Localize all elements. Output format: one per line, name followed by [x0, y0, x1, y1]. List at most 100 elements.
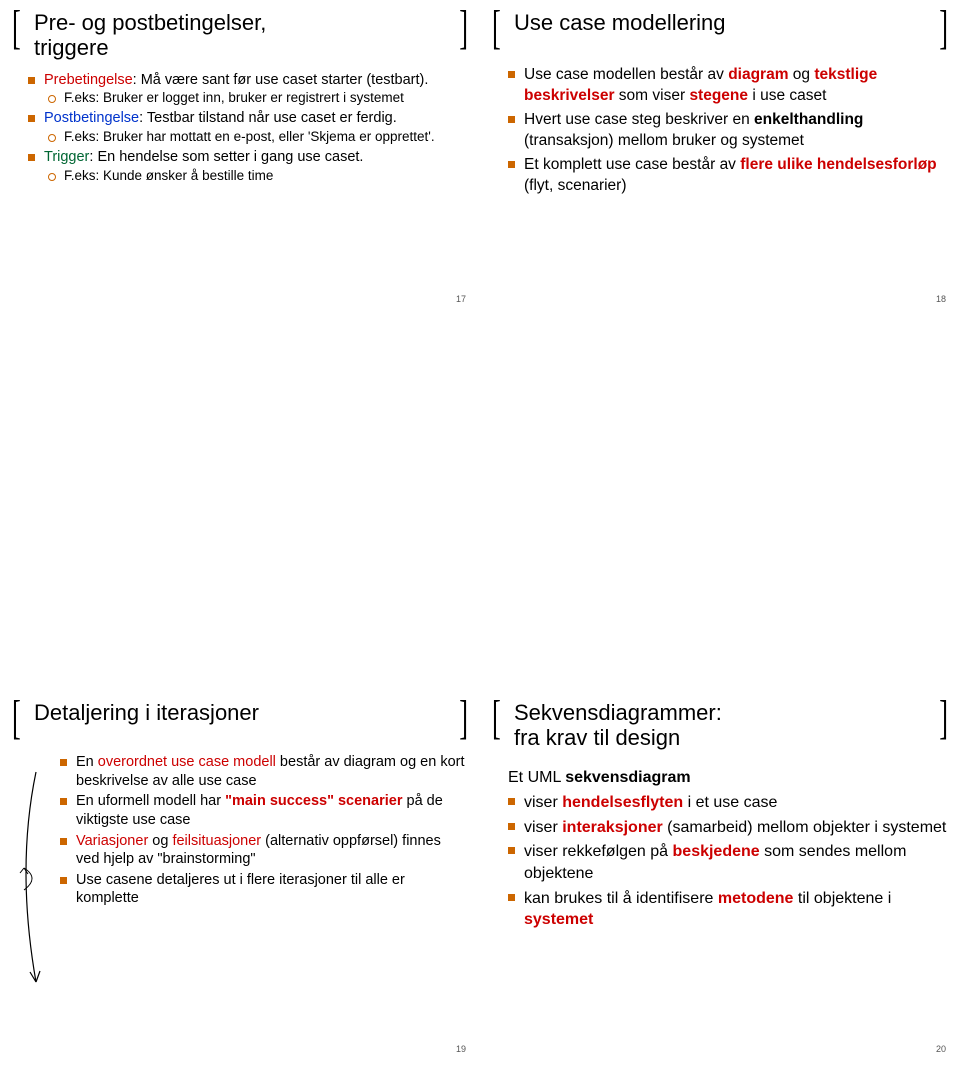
bracket-right: ] [939, 698, 948, 737]
term-prebetingelse: Prebetingelse [44, 72, 133, 88]
slide-title: Pre- og postbetingelser, triggere [34, 8, 446, 61]
title-line1: Sekvensdiagrammer: [514, 700, 722, 725]
page-number: 17 [456, 294, 466, 304]
kw-overordnet: overordnet use case modell [98, 754, 276, 770]
slide-18: [ Use case modellering ] Use case modell… [480, 0, 960, 310]
kw-hendelsesflyten: hendelsesflyten [562, 794, 683, 811]
sub-bullet: F.eks: Bruker har mottatt en e-post, ell… [44, 128, 468, 145]
title-line1: Pre- og postbetingelser, [34, 10, 266, 35]
bullet-list: viser hendelsesflyten i et use case vise… [506, 792, 948, 931]
text: Use case modellen består av [524, 66, 728, 83]
slide-20: [ Sekvensdiagrammer: fra krav til design… [480, 690, 960, 1060]
bullet-item: Hvert use case steg beskriver en enkelth… [506, 110, 948, 151]
text: : Testbar tilstand når use caset er ferd… [139, 110, 397, 126]
title-line2: triggere [34, 35, 109, 60]
slide-title: Use case modellering [514, 8, 926, 35]
text: i use caset [748, 87, 826, 104]
bullet-item: Et komplett use case består av flere uli… [506, 155, 948, 196]
bullet-list: Use case modellen består av diagram og t… [506, 65, 948, 196]
text: F.eks: Kunde ønsker å bestille time [64, 168, 273, 183]
title-wrap: [ Sekvensdiagrammer: fra krav til design… [492, 698, 948, 751]
slide-body: Use case modellen består av diagram og t… [492, 57, 948, 196]
bullet-item: Postbetingelse: Testbar tilstand når use… [26, 109, 468, 145]
bracket-left: [ [492, 698, 501, 737]
bracket-left: [ [12, 8, 21, 47]
text: Hvert use case steg beskriver en [524, 111, 754, 128]
title-line2: fra krav til design [514, 725, 680, 750]
bullet-item: viser interaksjoner (samarbeid) mellom o… [506, 817, 948, 839]
bullet-item: En uformell modell har "main success" sc… [58, 792, 468, 829]
text: (flyt, scenarier) [524, 177, 627, 194]
text: : En hendelse som setter i gang use case… [89, 149, 363, 165]
bullet-item: En overordnet use case modell består av … [58, 753, 468, 790]
bullet-list: Prebetingelse: Må være sant før use case… [26, 71, 468, 184]
text: kan brukes til å identifisere [524, 890, 718, 907]
bracket-left: [ [492, 8, 501, 47]
text: og [148, 833, 172, 849]
text: En [76, 754, 98, 770]
text: (transaksjon) mellom bruker og systemet [524, 132, 804, 149]
page-number: 20 [936, 1044, 946, 1054]
slide-title: Detaljering i iterasjoner [34, 698, 446, 725]
kw-interaksjoner: interaksjoner [562, 819, 662, 836]
kw-flere: flere ulike hendelsesforløp [740, 156, 936, 173]
text: viser rekkefølgen på [524, 843, 673, 860]
kw-main-success: "main success" scenarier [225, 793, 402, 809]
text: Et komplett use case består av [524, 156, 740, 173]
bullet-item: Prebetingelse: Må være sant før use case… [26, 71, 468, 107]
bracket-right: ] [459, 698, 468, 737]
iteration-arrow-icon [10, 758, 46, 1018]
bullet-item: viser rekkefølgen på beskjedene som send… [506, 841, 948, 884]
sub-bullet: F.eks: Bruker er logget inn, bruker er r… [44, 89, 468, 106]
text: F.eks: Bruker har mottatt en e-post, ell… [64, 129, 435, 144]
kw-sekvensdiagram: sekvensdiagram [565, 769, 690, 786]
title-text: Use case modellering [514, 10, 726, 35]
bullet-item: Trigger: En hendelse som setter i gang u… [26, 148, 468, 184]
text: (samarbeid) mellom objekter i systemet [663, 819, 947, 836]
text: viser [524, 794, 562, 811]
text: Use casene detaljeres ut i flere iterasj… [76, 872, 405, 907]
term-postbetingelse: Postbetingelse [44, 110, 139, 126]
lead-line: Et UML sekvensdiagram [508, 767, 948, 789]
text: En uformell modell har [76, 793, 225, 809]
kw-metodene: metodene [718, 890, 794, 907]
text: i et use case [683, 794, 777, 811]
text: og [789, 66, 815, 83]
slide-title: Sekvensdiagrammer: fra krav til design [514, 698, 926, 751]
bullet-item: Use casene detaljeres ut i flere iterasj… [58, 871, 468, 908]
title-text: Detaljering i iterasjoner [34, 700, 259, 725]
slide-17: [ Pre- og postbetingelser, triggere ] Pr… [0, 0, 480, 310]
kw-beskjedene: beskjedene [673, 843, 760, 860]
text: : Må være sant før use caset starter (te… [133, 72, 429, 88]
bracket-left: [ [12, 698, 21, 737]
kw-stegene: stegene [689, 87, 748, 104]
text: som viser [615, 87, 690, 104]
term-trigger: Trigger [44, 149, 89, 165]
title-wrap: [ Detaljering i iterasjoner ] [12, 698, 468, 737]
sub-bullet: F.eks: Kunde ønsker å bestille time [44, 167, 468, 184]
text: F.eks: Bruker er logget inn, bruker er r… [64, 90, 404, 105]
text: Et UML [508, 769, 565, 786]
bullet-item: Variasjoner og feilsituasjoner (alternat… [58, 832, 468, 869]
slide-body: En overordnet use case modell består av … [12, 747, 468, 907]
bullet-list: En overordnet use case modell består av … [58, 753, 468, 907]
kw-feilsituasjoner: feilsituasjoner [172, 833, 261, 849]
page-number: 18 [936, 294, 946, 304]
title-wrap: [ Use case modellering ] [492, 8, 948, 47]
text: til objektene i [793, 890, 891, 907]
title-wrap: [ Pre- og postbetingelser, triggere ] [12, 8, 468, 61]
bracket-right: ] [939, 8, 948, 47]
slide-body: Et UML sekvensdiagram viser hendelsesfly… [492, 761, 948, 931]
bullet-item: viser hendelsesflyten i et use case [506, 792, 948, 814]
kw-diagram: diagram [728, 66, 788, 83]
slide-19: [ Detaljering i iterasjoner ] En overord… [0, 690, 480, 1060]
bullet-item: kan brukes til å identifisere metodene t… [506, 888, 948, 931]
bracket-right: ] [459, 8, 468, 47]
kw-systemet: systemet [524, 911, 593, 928]
bullet-item: Use case modellen består av diagram og t… [506, 65, 948, 106]
slide-body: Prebetingelse: Må være sant før use case… [12, 71, 468, 184]
page-number: 19 [456, 1044, 466, 1054]
kw-variasjoner: Variasjoner [76, 833, 148, 849]
kw-enkelthandling: enkelthandling [754, 111, 863, 128]
text: viser [524, 819, 562, 836]
